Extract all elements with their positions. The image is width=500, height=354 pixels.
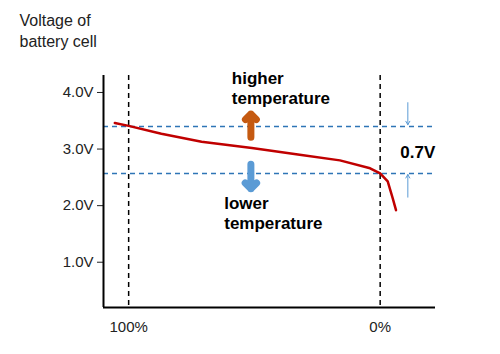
svg-text:0.7V: 0.7V	[400, 143, 436, 162]
svg-text:Voltage ofbattery cell: Voltage ofbattery cell	[20, 12, 97, 50]
svg-text:0%: 0%	[369, 318, 391, 335]
svg-text:2.0V: 2.0V	[63, 196, 94, 213]
svg-text:3.0V: 3.0V	[63, 140, 94, 157]
svg-text:1.0V: 1.0V	[63, 253, 94, 270]
svg-text:highertemperature: highertemperature	[232, 69, 330, 108]
svg-text:4.0V: 4.0V	[63, 83, 94, 100]
svg-text:100%: 100%	[109, 318, 147, 335]
svg-text:lowertemperature: lowertemperature	[224, 194, 322, 233]
